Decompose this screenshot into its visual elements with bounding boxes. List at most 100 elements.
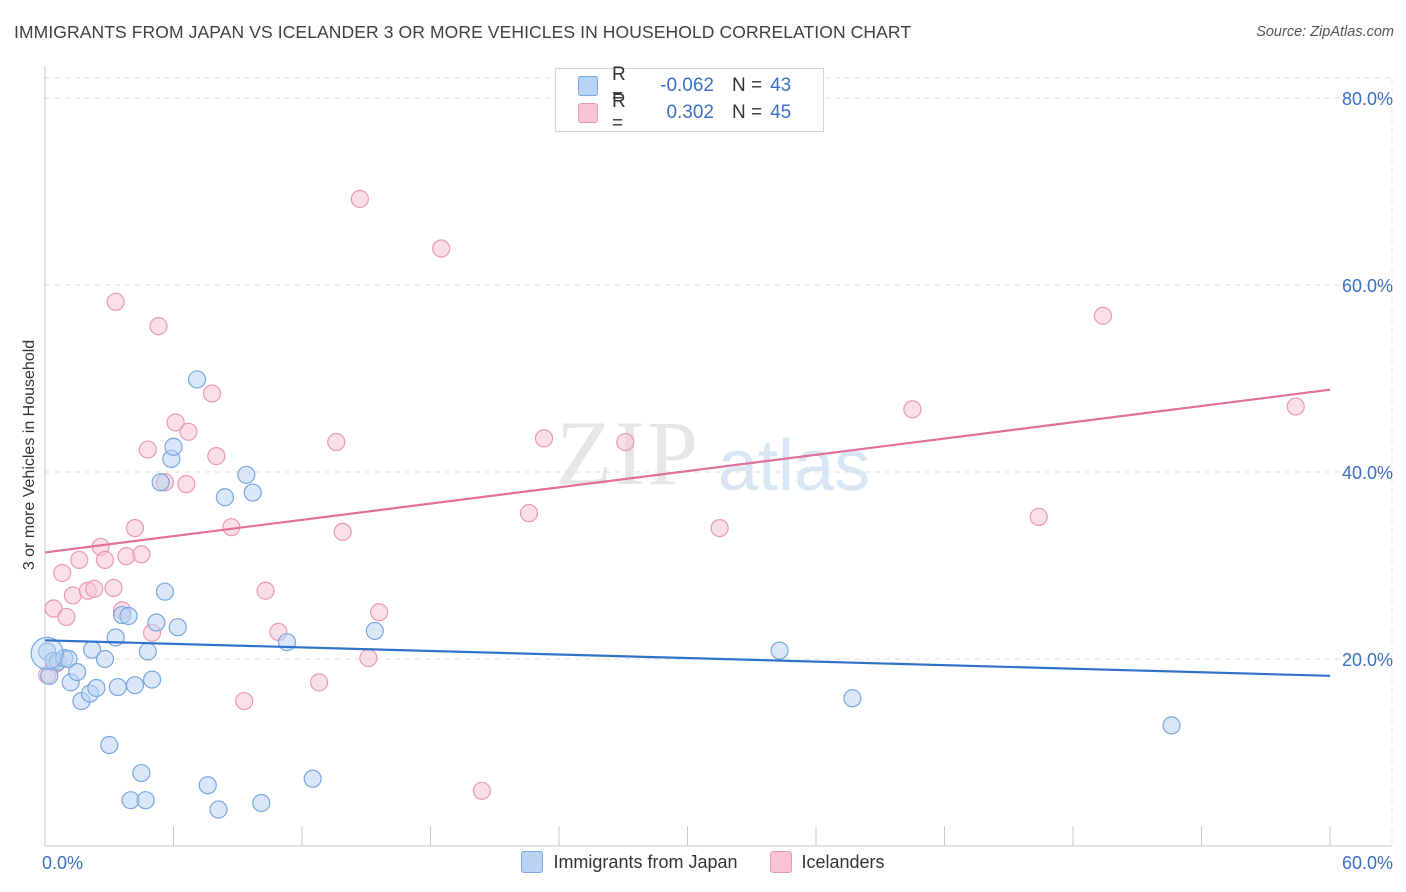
chart-title: IMMIGRANTS FROM JAPAN VS ICELANDER 3 OR … [14,22,912,42]
legend-item-japan[interactable]: Immigrants from Japan [521,851,738,873]
iceland-legend-swatch [769,851,792,873]
iceland-point [333,522,352,541]
legend-label-japan: Immigrants from Japan [553,851,738,872]
y-tick-label: 40.0% [1342,463,1393,483]
iceland-point [125,518,145,538]
iceland-point [310,673,329,692]
iceland-point [106,292,125,311]
iceland-point [359,648,378,668]
legend-item-iceland[interactable]: Icelanders [769,851,885,873]
japan-point [132,763,151,783]
iceland-point [95,550,115,569]
iceland-point [1286,397,1305,416]
watermark-atlas: atlas [718,426,871,506]
iceland-point [370,603,389,622]
japan-point [30,636,64,670]
japan-point [770,641,789,660]
japan-point [303,769,322,788]
japan-point [155,582,175,601]
iceland-point [85,579,104,598]
japan-point [243,483,262,502]
y-tick-label: 60.0% [1342,276,1393,296]
legend-row-japan: R = -0.062 N = 43 [578,64,792,107]
iceland-point [117,547,136,566]
r-label: R = [612,91,626,134]
iceland-point [432,239,451,258]
trend-lines [44,388,1331,677]
japan-point [1162,716,1181,735]
legend-row-iceland: R = 0.302 N = 45 [578,91,791,134]
tick-labels: 20.0% 40.0% 60.0% 80.0% 0.0% 60.0% [42,89,1393,873]
iceland-point [1093,306,1113,325]
x-tick-label-max: 60.0% [1342,853,1393,873]
iceland-swatch [578,103,598,123]
axes [44,66,1392,847]
japan-legend-swatch [521,851,544,873]
iceland-point [63,586,82,605]
iceland-point [207,447,226,466]
iceland-point [519,504,539,523]
grid-lines [45,77,1393,846]
legend-label-iceland: Icelanders [801,851,885,872]
r-value-japan: -0.062 [660,75,714,96]
japan-point [108,677,127,697]
source-label: Source: ZipAtlas.com [1256,24,1394,40]
iceland-point [534,429,554,448]
japan-point [68,662,87,682]
iceland-point [53,563,72,583]
japan-point [252,793,271,813]
japan-point [164,437,183,456]
n-value-japan: 43 [770,75,792,96]
iceland-point [70,550,89,569]
japan-point [237,465,256,484]
iceland-point [104,578,123,598]
iceland-point [44,599,63,618]
iceland-point [179,422,198,441]
japan-point [209,800,228,819]
iceland-point [138,440,157,459]
japan-point [136,791,155,810]
japan-point [198,776,217,795]
japan-point [843,689,862,708]
japan-point [59,649,78,669]
iceland-point [235,691,254,711]
japan-point [215,488,234,507]
correlation-legend: R = -0.062 N = 43 R = 0.302 N = 45 [555,64,824,134]
n-label: N = [732,102,763,123]
japan-point [100,735,119,755]
japan-point [125,676,145,695]
iceland-point [710,518,729,538]
japan-point [151,473,170,492]
r-label: R = [612,64,626,107]
iceland-point [149,317,168,336]
japan-point [365,621,384,641]
japan-point [168,618,187,637]
trend-line-iceland [44,388,1331,554]
trend-line-japan [44,639,1331,677]
japan-point [119,606,138,626]
iceland-point [57,607,76,627]
iceland-point [177,475,196,494]
watermark-zip: ZIP [556,402,700,504]
japan-point [187,370,207,389]
iceland-point [327,432,346,452]
japan-swatch [578,76,598,96]
iceland-point [616,432,635,452]
r-value-iceland: 0.302 [666,102,714,123]
iceland-point [202,384,222,403]
japan-point [138,642,157,661]
iceland-point [132,545,151,564]
japan-point [95,649,115,669]
n-label: N = [732,75,763,96]
japan-point [142,670,162,689]
iceland-point [166,413,185,432]
x-tick-label-min: 0.0% [42,853,83,873]
iceland-point [472,781,491,800]
series-icelanders [38,189,1305,800]
series-japan [30,370,1181,819]
iceland-point [350,189,369,209]
japan-point [87,678,106,698]
japan-point [147,613,166,632]
iceland-point [256,581,275,600]
